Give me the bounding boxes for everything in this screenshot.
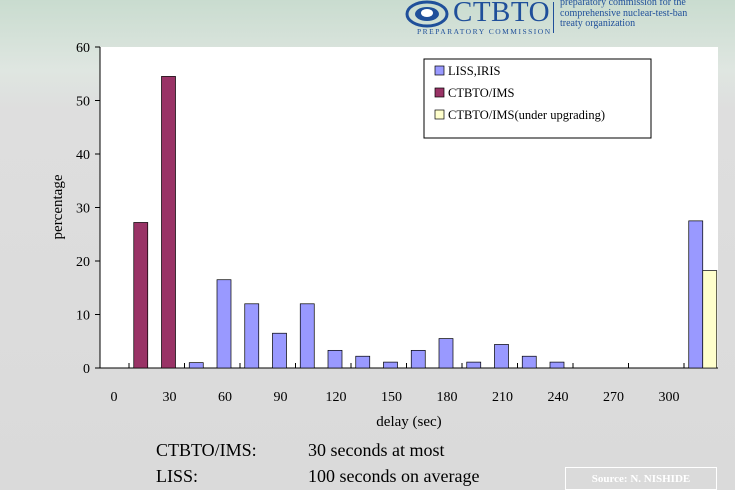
note-label: LISS: <box>156 466 199 486</box>
legend-swatch <box>434 109 445 120</box>
logo-name: CTBTO <box>453 0 551 28</box>
y-axis-title: percentage <box>50 174 66 239</box>
ctbto-logo-header: CTBTO PREPARATORY COMMISSION preparatory… <box>405 0 735 36</box>
x-tick-label: 180 <box>437 390 458 405</box>
legend-label: CTBTO/IMS <box>448 86 514 100</box>
legend-label: CTBTO/IMS(under upgrading) <box>448 108 605 122</box>
logo-subtitle: PREPARATORY COMMISSION <box>417 27 552 36</box>
x-tick-label: 90 <box>274 390 288 405</box>
legend-swatch <box>434 87 445 98</box>
bar <box>133 222 149 369</box>
x-tick-label: 60 <box>218 390 232 405</box>
bar <box>521 355 537 369</box>
x-tick-label: 150 <box>381 390 402 405</box>
x-tick-label: 120 <box>326 390 347 405</box>
bar-group <box>133 76 718 369</box>
bar <box>244 303 260 369</box>
legend-label: LISS,IRIS <box>448 64 500 78</box>
y-tick-group: 0 10 20 30 40 50 60 <box>76 41 100 377</box>
y-tick-label: 0 <box>83 362 90 377</box>
bar <box>466 361 482 369</box>
bar <box>272 332 287 369</box>
bar <box>494 344 509 369</box>
logo-desc-line: comprehensive nuclear-test-ban <box>560 7 688 19</box>
x-tick-label: 300 <box>659 390 680 405</box>
source-credit: Source: N. NISHIDE <box>565 467 717 490</box>
x-axis-title: delay (sec) <box>376 414 441 430</box>
legend-box <box>423 58 652 139</box>
note-value: 30 seconds at most <box>308 440 445 460</box>
delay-bar-chart: 0 10 20 30 40 50 60 0 30 60 90 120 150 180 210 240 270 3… <box>50 41 718 430</box>
ctbto-logo-icon <box>405 0 449 28</box>
bar <box>355 355 371 369</box>
bar <box>688 220 704 369</box>
logo-desc-line: preparatory commission for the <box>560 0 686 8</box>
bar <box>161 76 176 369</box>
x-tick-group: 0 30 60 90 120 150 180 210 240 270 300 <box>111 363 685 405</box>
legend-swatch <box>434 65 445 76</box>
x-tick-label: 210 <box>492 390 513 405</box>
x-tick-label: 30 <box>163 390 177 405</box>
bar <box>410 349 426 369</box>
y-tick-label: 10 <box>76 309 90 324</box>
bar <box>438 338 454 369</box>
logo-description: preparatory commission for the comprehen… <box>560 0 687 30</box>
y-tick-label: 30 <box>76 202 90 217</box>
legend: LISS,IRIS CTBTO/IMS CTBTO/IMS(under upgrad… <box>423 58 652 139</box>
logo-desc-line: treaty organization <box>560 18 636 29</box>
bar <box>216 279 232 369</box>
bar <box>299 303 315 369</box>
bar <box>383 361 398 369</box>
x-tick-label: 270 <box>603 390 624 405</box>
bar <box>702 270 718 369</box>
note-value: 100 seconds on average <box>308 466 480 486</box>
logo-divider <box>553 2 554 33</box>
note-label: CTBTO/IMS: <box>156 440 257 460</box>
y-tick-label: 40 <box>76 148 90 163</box>
y-tick-label: 60 <box>76 41 90 56</box>
x-tick-label: 0 <box>111 390 118 405</box>
x-tick-label: 240 <box>548 390 569 405</box>
y-tick-label: 50 <box>76 95 90 110</box>
bar <box>188 362 204 369</box>
bar <box>549 361 565 369</box>
bar <box>327 349 343 369</box>
y-tick-label: 20 <box>76 255 90 270</box>
